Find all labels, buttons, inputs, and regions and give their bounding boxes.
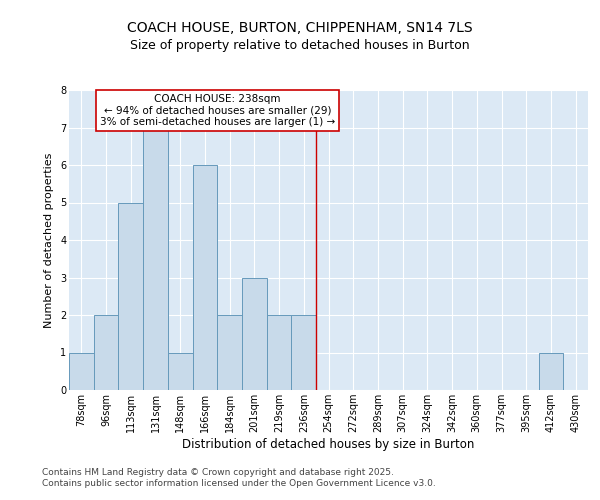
Bar [292, 315, 316, 390]
X-axis label: Distribution of detached houses by size in Burton: Distribution of detached houses by size … [182, 438, 475, 451]
Bar [242, 278, 267, 390]
Text: COACH HOUSE: 238sqm
← 94% of detached houses are smaller (29)
3% of semi-detache: COACH HOUSE: 238sqm ← 94% of detached ho… [100, 94, 335, 127]
Bar [193, 165, 217, 390]
Bar [267, 315, 292, 390]
Bar [143, 128, 168, 390]
Bar [168, 352, 193, 390]
Bar [94, 315, 118, 390]
Bar [217, 315, 242, 390]
Bar [539, 352, 563, 390]
Text: Contains HM Land Registry data © Crown copyright and database right 2025.
Contai: Contains HM Land Registry data © Crown c… [42, 468, 436, 487]
Bar [118, 202, 143, 390]
Bar [69, 352, 94, 390]
Y-axis label: Number of detached properties: Number of detached properties [44, 152, 55, 328]
Text: Size of property relative to detached houses in Burton: Size of property relative to detached ho… [130, 38, 470, 52]
Text: COACH HOUSE, BURTON, CHIPPENHAM, SN14 7LS: COACH HOUSE, BURTON, CHIPPENHAM, SN14 7L… [127, 20, 473, 34]
